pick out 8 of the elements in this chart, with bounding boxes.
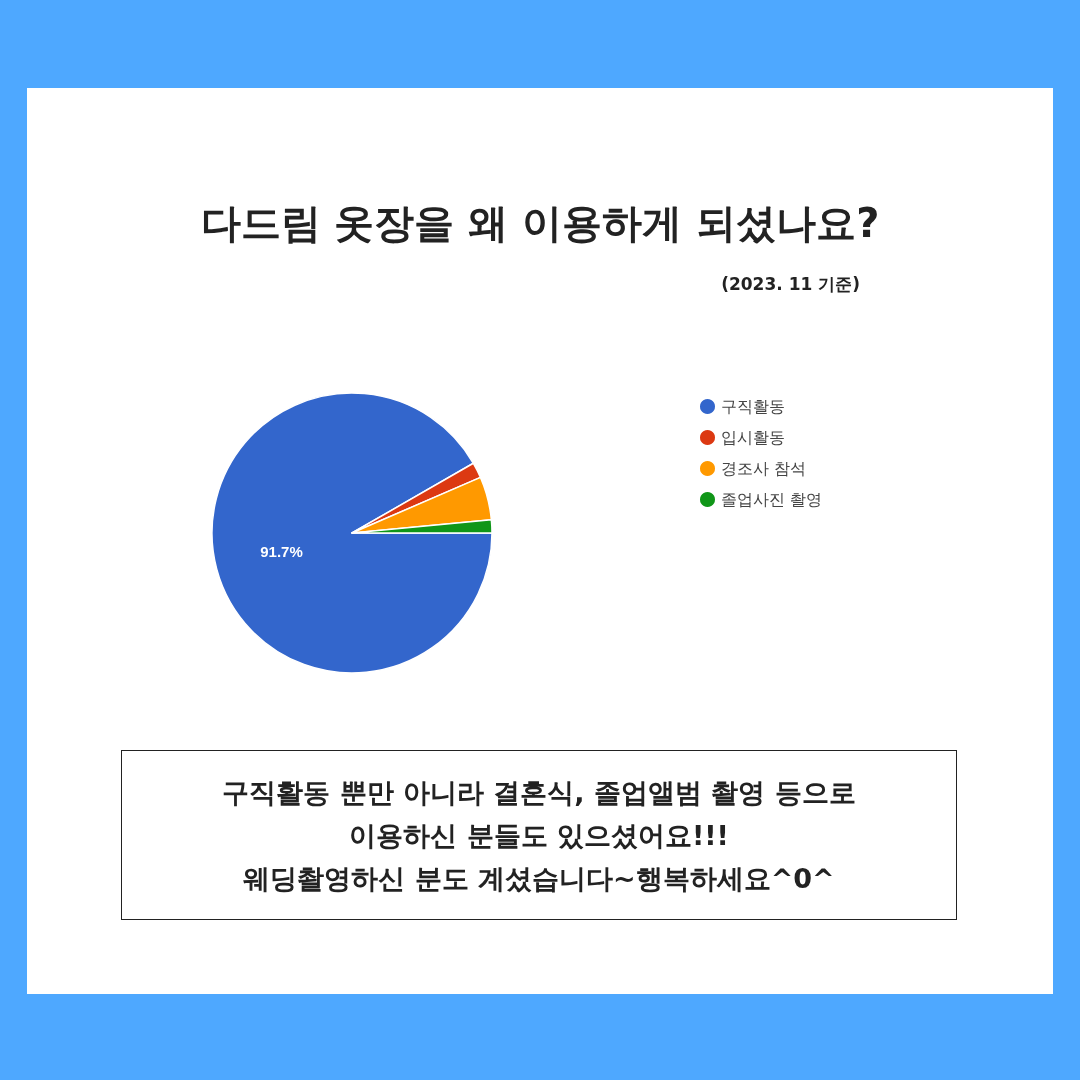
chart-title: 다드림 옷장을 왜 이용하게 되셨나요?: [200, 200, 880, 246]
data-label: 91.7%: [260, 543, 303, 561]
legend-label: 경조사 참석: [721, 459, 807, 478]
legend-label: 구직활동: [721, 397, 785, 416]
text: 구직활동 뿐만 아니라 결혼식, 졸업앨범 촬영 등으로 이용하신 분들도 있으셨어요!!! 웨딩촬영하신 분도 계셨습니다~행복하세요^0^: [121, 750, 957, 920]
chart-subtitle: (2023. 11 기준): [721, 273, 861, 294]
legend-label: 졸업사진 촬영: [721, 490, 823, 509]
legend-label: 입시활동: [721, 428, 785, 447]
